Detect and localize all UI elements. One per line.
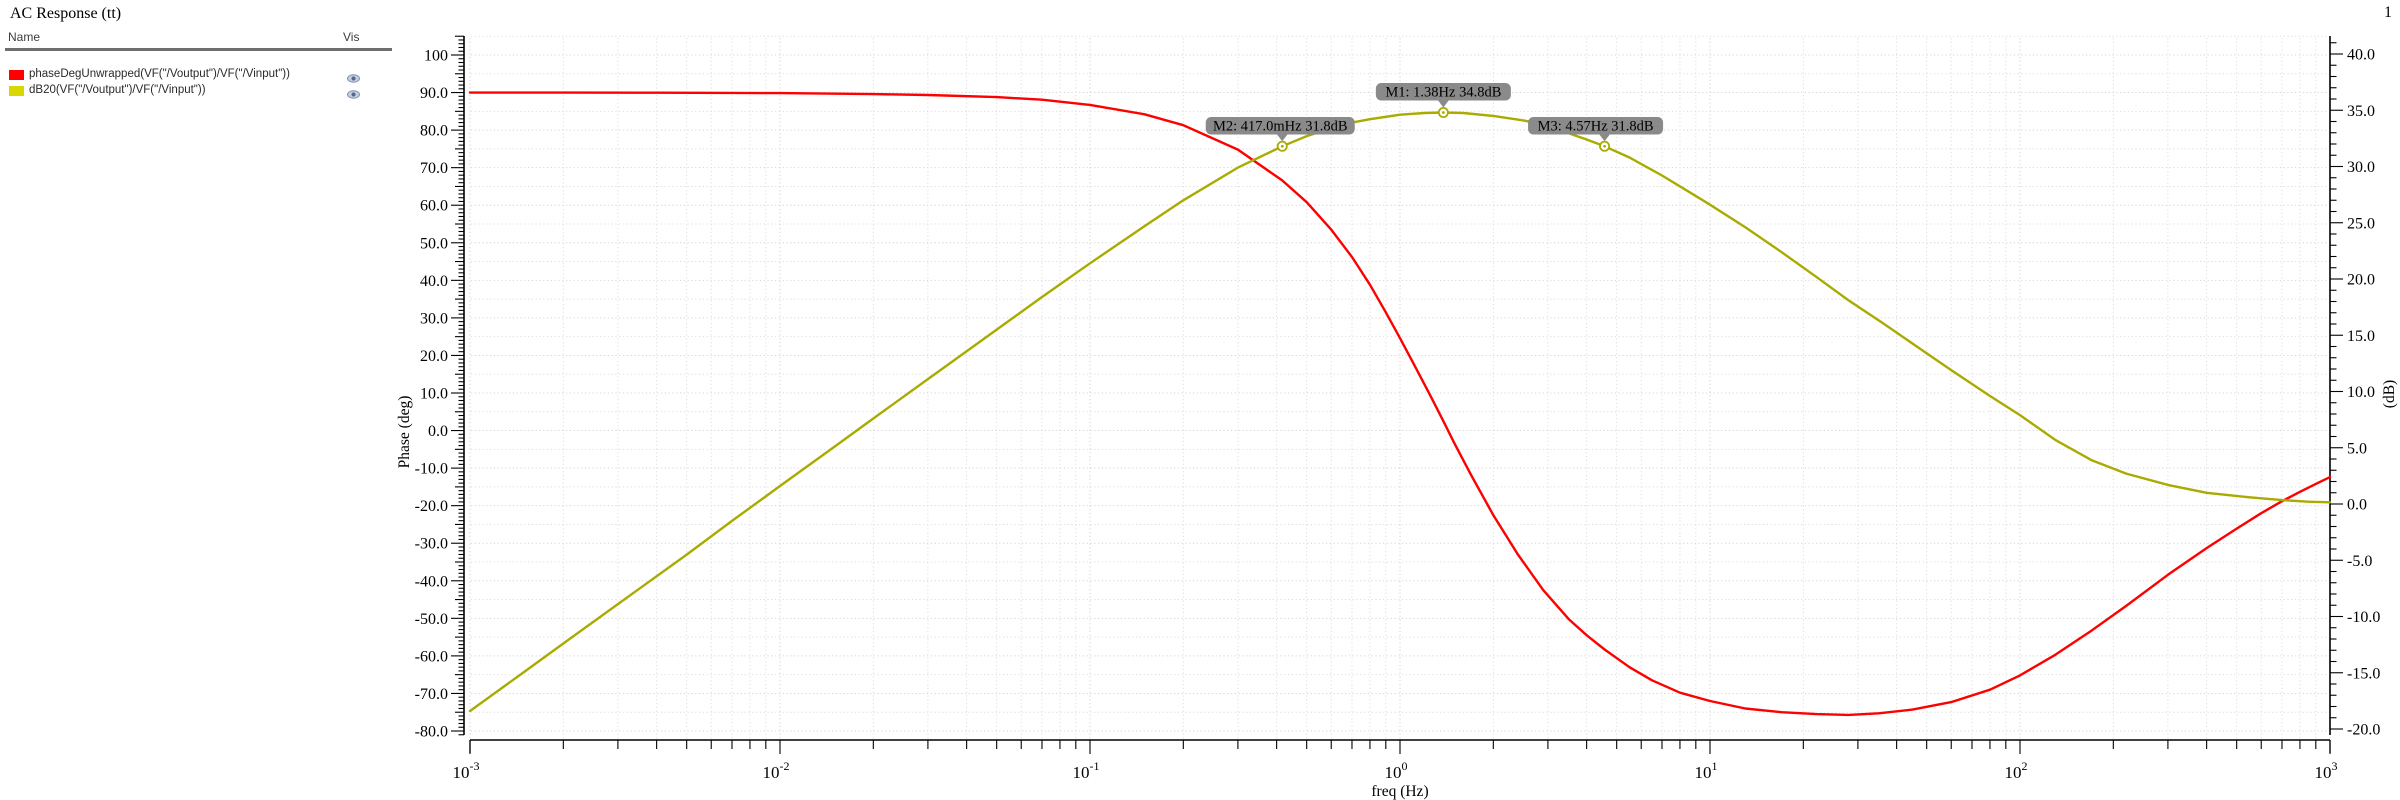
marker-label-text: M3: 4.57Hz 31.8dB (1538, 119, 1654, 135)
page-indicator: 1 (2384, 4, 2392, 21)
marker-label-box[interactable] (1205, 117, 1355, 135)
freq-tick-label: 10-2 (763, 759, 790, 782)
phase-tick-label: 90.0 (420, 85, 448, 102)
phase-tick-label: 30.0 (420, 310, 448, 327)
phase-tick-label: -50.0 (415, 611, 448, 628)
marker-m3[interactable]: M3: 4.57Hz 31.8dB (1528, 117, 1664, 152)
db-tick-label: 20.0 (2347, 272, 2375, 289)
db-tick-label: 0.0 (2347, 497, 2367, 514)
db20-curve[interactable] (468, 111, 2332, 713)
header-divider (5, 48, 392, 51)
phase-tick-label: 70.0 (420, 160, 448, 177)
phase-tick-label: 20.0 (420, 348, 448, 365)
phase-axis-title: Phase (deg) (396, 396, 413, 469)
freq-tick-label: 10-1 (1073, 759, 1100, 782)
phase-tick-label: -40.0 (415, 573, 448, 590)
marker-point-center (1441, 111, 1445, 114)
legend-row-phase[interactable]: phaseDegUnwrapped(VF("/Voutput")/VF("/Vi… (0, 68, 396, 84)
db-tick-label: 30.0 (2347, 159, 2375, 176)
phase-tick-label: 100 (424, 48, 448, 65)
freq-tick-label: 100 (1385, 759, 1408, 782)
phase-tick-label: -70.0 (415, 686, 448, 703)
phase-curve[interactable] (468, 91, 2332, 717)
phase-tick-label: -30.0 (415, 536, 448, 553)
phase-tick-label: 40.0 (420, 273, 448, 290)
grid (469, 35, 2331, 739)
marker-point-center (1603, 144, 1606, 148)
trace-expression-label[interactable]: dB20(VF("/Voutput")/VF("/Vinput")) (29, 84, 206, 96)
marker-label-pointer (1276, 133, 1289, 142)
phase-axis: 100 90.0 80.0 70.0 60.0 50.0 40.0 30.0 20.0 10.0 0… (396, 35, 465, 741)
db-tick-label: 5.0 (2347, 440, 2367, 457)
marker-point-center (1280, 144, 1284, 148)
freq-tick-label: 102 (2005, 759, 2028, 782)
db-axis-title: (dB) (2381, 380, 2398, 408)
db-tick-label: 15.0 (2347, 328, 2375, 345)
db-tick-label: 40.0 (2347, 47, 2375, 64)
marker-label-text: M2: 417.0mHz 31.8dB (1213, 119, 1348, 135)
trace-expression-label[interactable]: phaseDegUnwrapped(VF("/Voutput")/VF("/Vi… (29, 68, 290, 80)
column-header-vis[interactable]: Vis (343, 30, 360, 44)
freq-axis: 10-3 10-2 10-1 100 101 102 103 freq (Hz) (453, 739, 2338, 800)
page-title: AC Response (tt) (10, 5, 122, 22)
phase-tick-label: 60.0 (420, 198, 448, 215)
marker-label-box[interactable] (1375, 83, 1511, 101)
db-tick-label: -15.0 (2347, 665, 2380, 682)
phase-tick-label: -10.0 (415, 461, 448, 478)
column-header-name[interactable]: Name (8, 30, 41, 44)
phase-tick-label: 80.0 (420, 123, 448, 140)
db-tick-label: 10.0 (2347, 384, 2375, 401)
freq-axis-title: freq (Hz) (1371, 783, 1428, 800)
signal-list-panel: AC Response (tt) Name Vis phaseDegUnwrap… (0, 0, 396, 800)
db-axis: 40.0 35.0 30.0 25.0 20.0 15.0 10.0 5.0 0.0 -5.0 -1… (2329, 36, 2398, 739)
marker-m2[interactable]: M2: 417.0mHz 31.8dB (1205, 117, 1355, 152)
freq-tick-label: 10-3 (453, 759, 480, 782)
db-tick-label: -10.0 (2347, 609, 2380, 626)
phase-tick-label: -80.0 (415, 724, 448, 741)
phase-tick-label: 50.0 (420, 235, 448, 252)
db-tick-label: -5.0 (2347, 553, 2372, 570)
phase-tick-label: 0.0 (428, 423, 448, 440)
db-tick-label: 35.0 (2347, 103, 2375, 120)
signal-list-header: Name Vis (0, 30, 396, 44)
legend-row-db20[interactable]: dB20(VF("/Voutput")/VF("/Vinput")) (0, 84, 396, 100)
freq-tick-label: 103 (2315, 759, 2338, 782)
db-tick-label: 25.0 (2347, 215, 2375, 232)
eye-icon[interactable] (347, 70, 360, 88)
marker-m1[interactable]: M1: 1.38Hz 34.8dB (1375, 83, 1511, 119)
trace-color-swatch (9, 70, 24, 80)
phase-tick-label: -20.0 (415, 498, 448, 515)
freq-tick-label: 101 (1695, 759, 1718, 782)
marker-label-text: M1: 1.38Hz 34.8dB (1385, 85, 1501, 101)
db-tick-label: -20.0 (2347, 722, 2380, 739)
phase-tick-label: -60.0 (415, 648, 448, 665)
marker-label-box[interactable] (1528, 117, 1664, 135)
eye-icon[interactable] (347, 86, 360, 104)
trace-color-swatch (9, 86, 24, 96)
marker-label-pointer (1437, 99, 1450, 108)
phase-tick-label: 10.0 (420, 386, 448, 403)
marker-label-pointer (1598, 133, 1611, 142)
